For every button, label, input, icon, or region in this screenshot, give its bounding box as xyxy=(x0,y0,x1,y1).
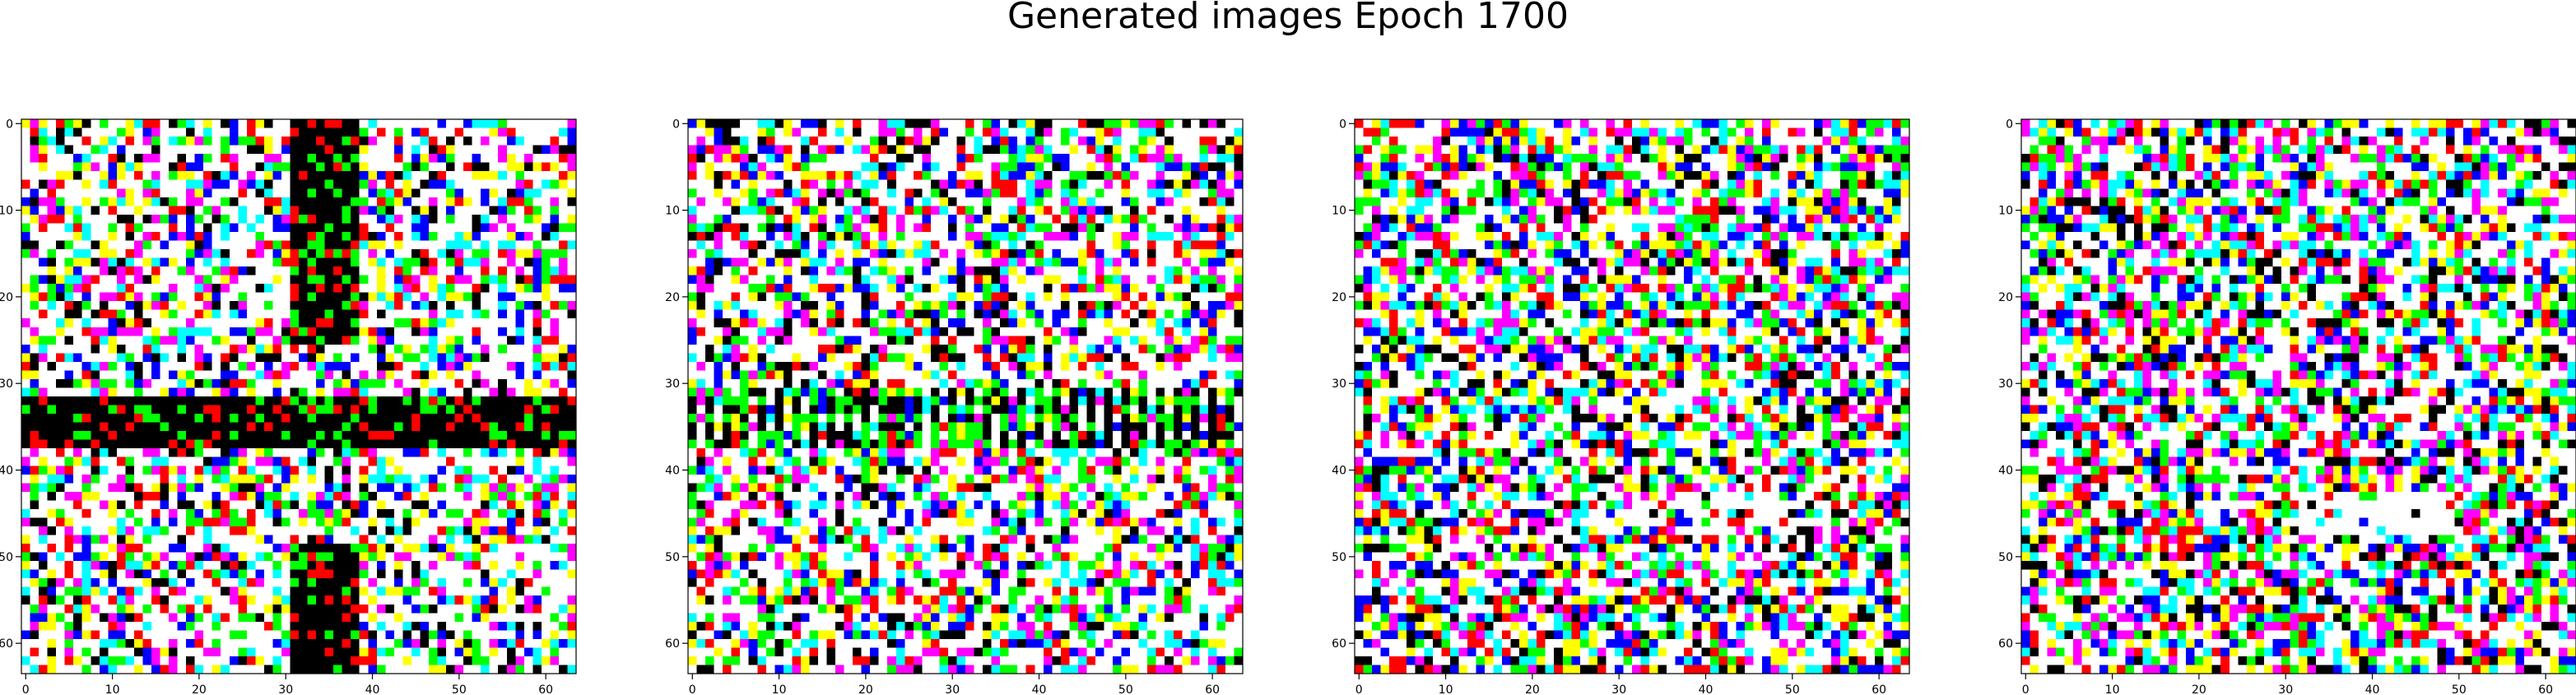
x-tick-label: 50 xyxy=(1118,683,1133,695)
x-tick-label: 0 xyxy=(689,683,696,695)
y-tick-label: 20 xyxy=(665,291,680,304)
x-tick-label: 20 xyxy=(1525,683,1540,695)
x-tick-label: 60 xyxy=(1872,683,1886,695)
generated-image-pixels xyxy=(2021,119,2576,674)
generated-image-4: 0 10 20 30 40 50 60 0 10 20 30 40 50 60 xyxy=(1998,118,2576,695)
x-tick-label: 40 xyxy=(365,683,380,695)
y-tick-label: 60 xyxy=(665,637,680,651)
x-tick-label: 50 xyxy=(1785,683,1800,695)
generated-image-pixels xyxy=(21,119,576,674)
x-tick-label: 50 xyxy=(452,683,467,695)
y-tick-label: 10 xyxy=(1332,205,1346,218)
y-tick-label: 30 xyxy=(1332,378,1346,391)
generated-image-3: 0 10 20 30 40 50 60 0 10 20 30 40 50 60 xyxy=(1332,118,1910,695)
x-tick-label: 0 xyxy=(22,683,30,695)
x-tick-label: 20 xyxy=(192,683,207,695)
y-tick-label: 50 xyxy=(1998,551,2013,564)
y-tick-label: 40 xyxy=(1998,465,2013,478)
x-tick-label: 30 xyxy=(2278,683,2293,695)
y-tick-label: 40 xyxy=(1332,465,1346,478)
x-tick-label: 10 xyxy=(1439,683,1453,695)
x-tick-label: 30 xyxy=(1611,683,1626,695)
x-tick-label: 0 xyxy=(2022,683,2030,695)
x-tick-label: 50 xyxy=(2452,683,2467,695)
x-tick-label: 20 xyxy=(858,683,873,695)
axes-frame xyxy=(1354,118,1910,674)
y-tick-label: 0 xyxy=(6,118,13,131)
y-tick-label: 10 xyxy=(665,205,680,218)
figure-title: Generated images Epoch 1700 xyxy=(1007,0,1569,37)
axes-frame xyxy=(21,118,577,674)
x-tick-label: 20 xyxy=(2192,683,2206,695)
generated-image-2: 0 10 20 30 40 50 60 0 10 20 30 40 50 60 xyxy=(665,118,1244,695)
y-tick-label: 40 xyxy=(0,465,13,478)
y-tick-label: 40 xyxy=(665,465,680,478)
x-tick-label: 30 xyxy=(945,683,960,695)
y-tick-label: 20 xyxy=(1998,291,2013,304)
axes-frame xyxy=(2020,118,2576,674)
x-tick-label: 40 xyxy=(1699,683,1713,695)
y-tick-label: 30 xyxy=(665,378,680,391)
y-tick-label: 20 xyxy=(0,291,13,304)
x-tick-label: 60 xyxy=(538,683,553,695)
x-tick-label: 10 xyxy=(2105,683,2120,695)
y-tick-label: 0 xyxy=(672,118,680,131)
y-tick-label: 0 xyxy=(2006,118,2013,131)
generated-image-1: 0 10 20 30 40 50 60 0 10 20 30 40 50 60 xyxy=(0,118,577,695)
y-tick-label: 10 xyxy=(1998,205,2013,218)
x-tick-label: 10 xyxy=(772,683,787,695)
x-tick-label: 40 xyxy=(2365,683,2380,695)
x-tick-label: 30 xyxy=(278,683,293,695)
y-tick-label: 50 xyxy=(0,551,13,564)
y-tick-label: 60 xyxy=(1332,637,1346,651)
generated-image-pixels xyxy=(688,119,1243,674)
y-tick-label: 30 xyxy=(1998,378,2013,391)
x-tick-label: 0 xyxy=(1355,683,1363,695)
y-tick-label: 50 xyxy=(665,551,680,564)
x-tick-label: 60 xyxy=(1205,683,1220,695)
y-tick-label: 30 xyxy=(0,378,13,391)
y-tick-label: 50 xyxy=(1332,551,1346,564)
generated-image-pixels xyxy=(1355,119,1909,674)
axes-frame xyxy=(687,118,1244,674)
y-tick-label: 60 xyxy=(1998,637,2013,651)
y-tick-label: 10 xyxy=(0,205,13,218)
y-tick-label: 60 xyxy=(0,637,13,651)
x-tick-label: 60 xyxy=(2538,683,2553,695)
x-tick-label: 10 xyxy=(105,683,120,695)
y-tick-label: 20 xyxy=(1332,291,1346,304)
y-tick-label: 0 xyxy=(1339,118,1346,131)
x-tick-label: 40 xyxy=(1032,683,1047,695)
